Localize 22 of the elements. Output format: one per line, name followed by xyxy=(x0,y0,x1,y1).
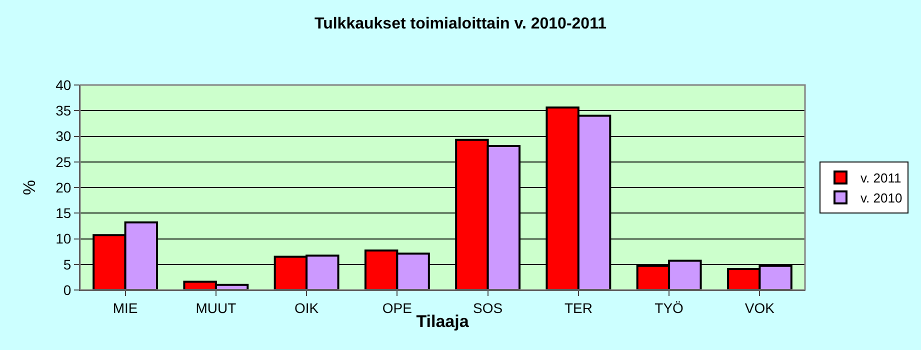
y-tick-label: 20 xyxy=(56,179,72,196)
x-tick-label: VOK xyxy=(744,300,776,316)
y-tick-label: 5 xyxy=(63,256,72,272)
y-tick-label: 30 xyxy=(56,128,72,144)
y-tick-label: 10 xyxy=(56,230,72,247)
x-tick-label: SOS xyxy=(473,300,503,316)
x-tick-label: OPE xyxy=(382,300,412,316)
y-tick-label: 15 xyxy=(56,205,72,222)
x-tick-label: OIK xyxy=(294,300,320,316)
y-tick-label: 0 xyxy=(63,282,72,298)
legend-label: v. 2010 xyxy=(860,190,902,206)
y-tick-label: 25 xyxy=(56,154,72,170)
x-tick-label: MUUT xyxy=(196,300,237,316)
chart-title: Tulkkaukset toimialoittain v. 2010-2011 xyxy=(314,16,607,33)
x-tick-label: TER xyxy=(564,300,592,316)
y-tick-label: 35 xyxy=(56,102,72,119)
y-axis-title: % xyxy=(20,180,40,196)
x-axis-title: Tilaaja xyxy=(416,312,470,332)
legend-label: v. 2011 xyxy=(860,170,902,186)
x-tick-label: MIE xyxy=(112,300,138,316)
y-tick-label: 40 xyxy=(56,76,72,93)
x-tick-label: TYÖ xyxy=(654,300,684,316)
